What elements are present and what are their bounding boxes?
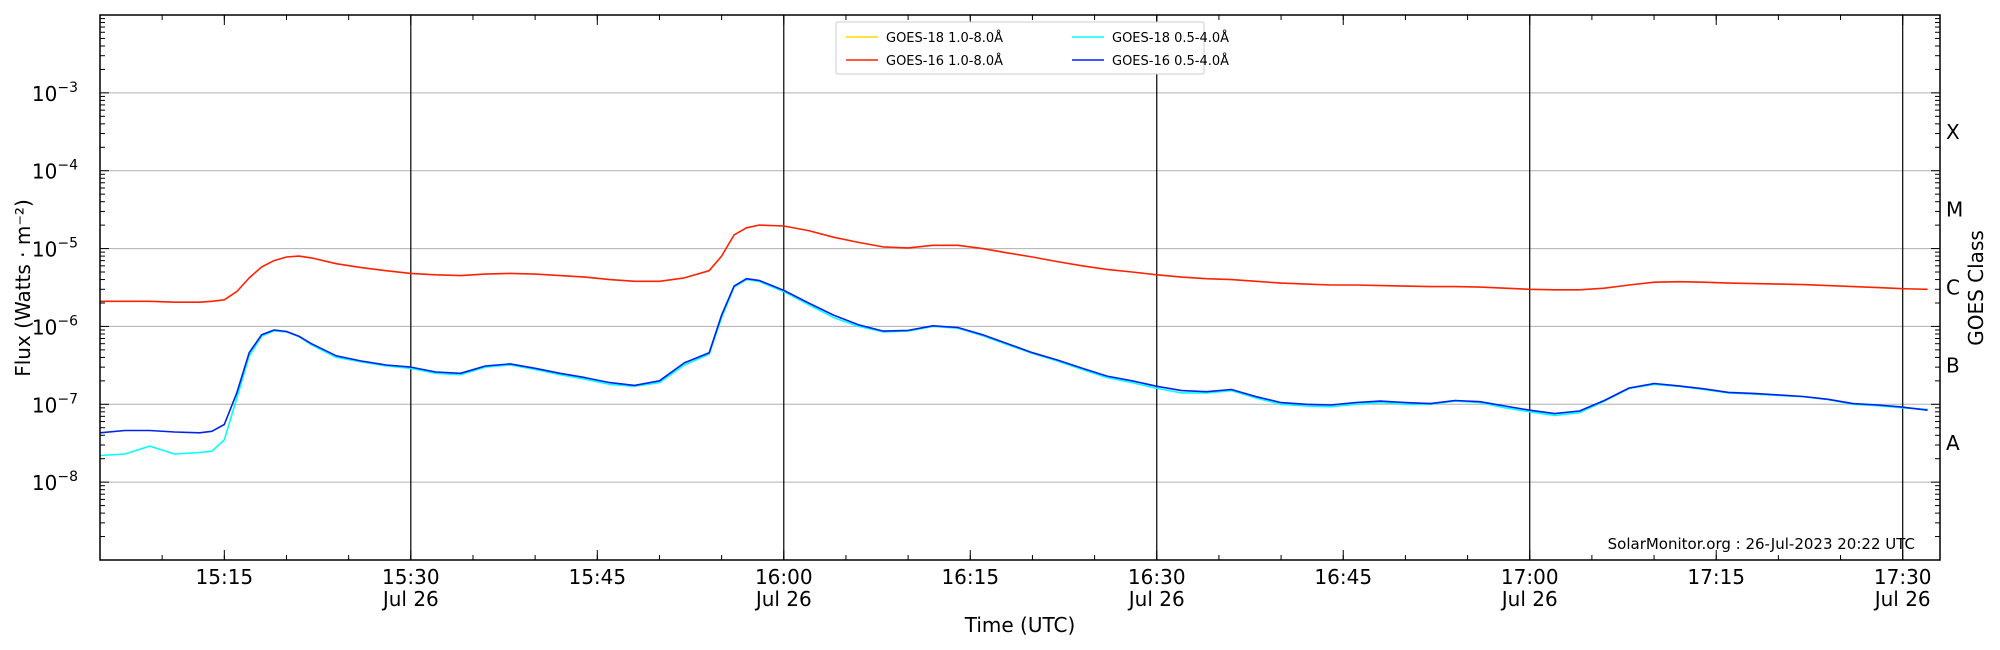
grid-layer <box>100 92 1940 483</box>
goes-class-label: B <box>1946 353 1960 377</box>
legend-entries: GOES-18 1.0-8.0Å GOES-18 0.5-4.0Å GOES-16 … <box>846 30 1229 69</box>
source-annotation: SolarMonitor.org : 26-Jul-2023 20:22 UTC <box>1608 535 1915 553</box>
x-tick-label: 15:30 <box>382 565 440 589</box>
x-tick-label: 17:30 <box>1874 565 1932 589</box>
plot-frame <box>99 14 1941 561</box>
y-axis-title: Flux (Watts · m⁻²) <box>11 199 35 377</box>
legend-box <box>835 21 1205 75</box>
legend-label: GOES-16 0.5-4.0Å <box>1112 53 1229 69</box>
y2-axis-title: GOES Class <box>1964 230 1988 346</box>
x-tick-label: 16:15 <box>941 565 999 589</box>
legend-label: GOES-18 1.0-8.0Å <box>886 30 1003 46</box>
x-tick-label: 15:45 <box>568 565 626 589</box>
x-tick-label: 17:15 <box>1687 565 1745 589</box>
x-tick-label: 16:45 <box>1314 565 1372 589</box>
x-tick-label: 17:00 <box>1501 565 1559 589</box>
goes-class-label: M <box>1946 198 1963 222</box>
goes-class-label: X <box>1946 120 1960 144</box>
y-tick-label: 10−5 <box>32 236 78 262</box>
y-tick-label: 10−7 <box>32 391 78 417</box>
x-tick-date-label: Jul 26 <box>754 587 812 611</box>
y-tick-label: 10−6 <box>32 313 78 339</box>
vertical-line-layer <box>410 15 1904 560</box>
goes-class-label: A <box>1946 431 1960 455</box>
x-tick-date-label: Jul 26 <box>1873 587 1931 611</box>
legend-label: GOES-18 0.5-4.0Å <box>1112 30 1229 46</box>
series-layer <box>99 224 1928 457</box>
x-tick-date-label: Jul 26 <box>1127 587 1185 611</box>
goes-class-label: C <box>1946 276 1960 300</box>
series-line <box>100 224 1928 303</box>
x-tick-date-label: Jul 26 <box>1500 587 1558 611</box>
y-tick-label: 10−4 <box>32 158 78 184</box>
y-tick-label-layer: 10−8 10−7 10−6 10−5 10−4 10−3 <box>32 80 78 495</box>
y-tick-label: 10−8 <box>32 469 78 495</box>
x-tick-label: 16:00 <box>755 565 813 589</box>
x-tick-label: 15:15 <box>196 565 254 589</box>
y-tick-label: 10−3 <box>32 80 78 106</box>
tick-layer <box>99 15 1940 561</box>
legend: GOES-18 1.0-8.0Å GOES-18 0.5-4.0Å GOES-16 … <box>835 21 1229 75</box>
x-tick-date-label: Jul 26 <box>381 587 439 611</box>
goes-class-layer: A B C M X <box>1946 120 1963 455</box>
legend-label: GOES-16 1.0-8.0Å <box>886 53 1003 69</box>
series-line <box>99 277 1928 434</box>
x-tick-label: 16:30 <box>1128 565 1186 589</box>
x-axis-title: Time (UTC) <box>964 613 1076 637</box>
